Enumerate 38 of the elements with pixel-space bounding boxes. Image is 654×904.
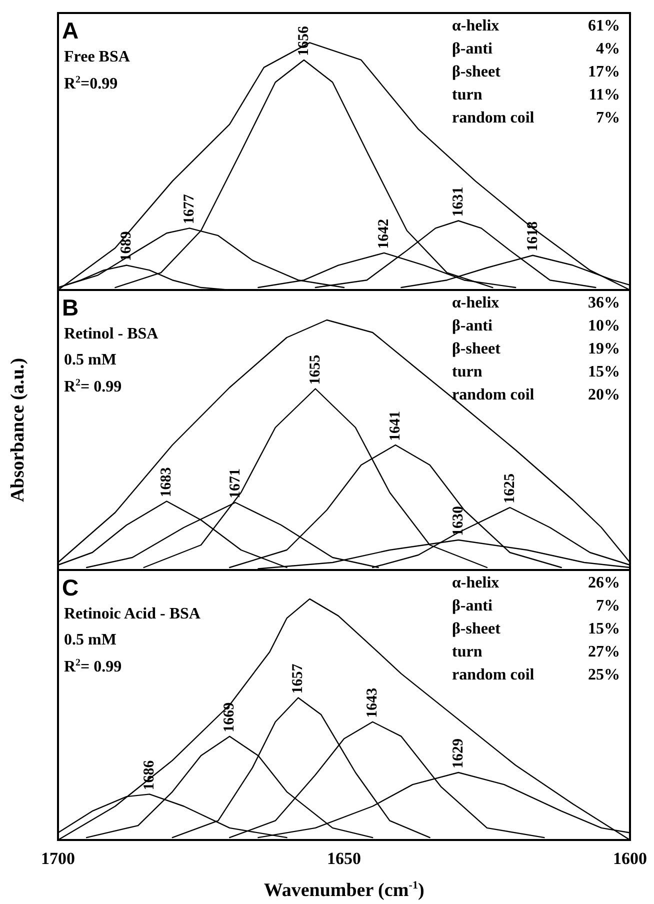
annotation: 1631 [450,186,466,217]
text: β-sheet 17% [452,64,620,80]
annotation: 1642 [376,218,392,249]
text: turn 11% [452,86,620,104]
chart-title: A [62,18,79,44]
chart-title: C [62,574,79,600]
text: β-anti 7% [452,598,620,614]
y-axis-title: Absorbance (a.u.) [8,358,28,502]
annotation: 1630 [450,506,466,536]
annotation: 1656 [296,25,312,56]
annotation: 1669 [222,702,238,732]
x-tick-label: 1650 [327,849,361,868]
text: β-sheet 19% [452,340,620,358]
text: β-anti 10% [452,318,620,334]
text: α-helix 61% [452,18,620,34]
text: turn 27% [452,644,620,660]
text: random coil 25% [452,666,620,684]
annotation: 1657 [290,663,306,694]
text: α-helix 26% [452,574,620,592]
annotation: 1677 [182,194,198,224]
text: turn 15% [452,364,620,380]
annotation: 1686 [142,760,158,790]
annotation: 1643 [364,688,381,718]
annotation: 1618 [524,221,541,252]
annotation: 1641 [387,411,404,441]
text: β-sheet 15% [452,620,620,638]
text: β-anti 4% [452,40,620,58]
text: random coil 7% [452,110,620,126]
annotation: 1625 [502,474,518,504]
x-tick-label: 1700 [41,849,75,868]
chart-title: B [62,294,79,320]
annotation: 1671 [227,468,244,498]
annotation: 1683 [158,467,175,498]
x-tick-label: 1600 [613,849,647,868]
text: α-helix 36% [452,294,620,312]
text: random coil 20% [452,386,620,404]
annotation: 1655 [307,354,324,385]
annotation: 1629 [450,738,466,768]
